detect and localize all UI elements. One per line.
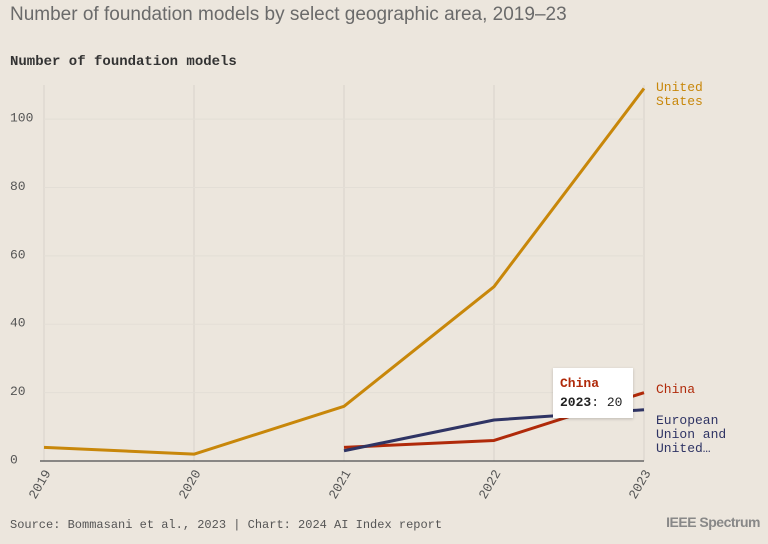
y-tick-label: 80 [10, 179, 26, 194]
title: Number of foundation models by select ge… [10, 4, 567, 25]
tooltip[interactable]: China 2023: 20 [553, 368, 633, 418]
series-label: United States [656, 80, 703, 110]
tooltip-series: China [560, 376, 600, 391]
y-tick-label: 0 [10, 452, 18, 467]
x-tick-label: 2022 [476, 467, 505, 502]
x-tick-label: 2021 [326, 467, 355, 502]
y-tick-label: 60 [10, 247, 26, 262]
y-tick-label: 100 [10, 111, 33, 126]
y-axis-label: Number of foundation models [10, 54, 237, 70]
source: Source: Bommasani et al., 2023 | Chart: … [10, 518, 443, 532]
line [43, 87, 646, 456]
chart: 2019 2020 2021 2022 2023 0 20 40 60 80 100 [10, 85, 655, 502]
series-label: European Union and United… [656, 412, 727, 456]
tooltip-x: 2023 [560, 395, 592, 410]
y-tick-label: 40 [10, 316, 26, 331]
x-tick-label: 2020 [176, 467, 205, 502]
tooltip-value: 20 [606, 395, 623, 410]
x-tick-label: 2023 [626, 467, 655, 502]
x-tick-label: 2019 [26, 467, 55, 502]
logo: IEEE Spectrum [666, 514, 760, 530]
y-tick-label: 20 [10, 384, 26, 399]
series-label: China [656, 381, 696, 397]
